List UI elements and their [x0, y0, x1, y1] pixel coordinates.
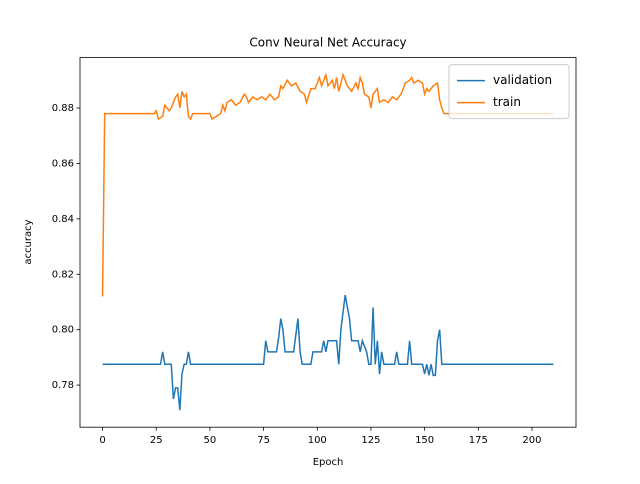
legend-label: validation	[493, 73, 552, 87]
x-tick-label: 50	[204, 435, 217, 446]
plot-frame	[79, 57, 577, 428]
legend-box	[448, 64, 570, 120]
x-tick-label: 175	[469, 435, 488, 446]
legend-label: train	[493, 95, 521, 109]
x-axis-label: Epoch	[313, 457, 344, 468]
y-tick-label: 0.80	[52, 325, 74, 336]
y-tick-label: 0.82	[52, 269, 74, 280]
y-tick-label: 0.78	[52, 380, 74, 391]
data-line	[102, 294, 554, 411]
y-tick-label: 0.88	[52, 103, 74, 114]
x-tick-label: 150	[415, 435, 434, 446]
data-line	[101, 72, 554, 297]
x-tick-label: 0	[99, 435, 105, 446]
y-tick-label: 0.86	[52, 158, 74, 169]
y-axis-label: accuracy	[23, 219, 34, 264]
x-tick-label: 100	[308, 435, 327, 446]
x-tick-label: 25	[150, 435, 163, 446]
x-tick-label: 125	[361, 435, 380, 446]
x-tick-label: 75	[257, 435, 270, 446]
chart-title: Conv Neural Net Accuracy	[249, 36, 406, 50]
x-tick-label: 200	[522, 435, 541, 446]
y-tick-label: 0.84	[52, 214, 74, 225]
